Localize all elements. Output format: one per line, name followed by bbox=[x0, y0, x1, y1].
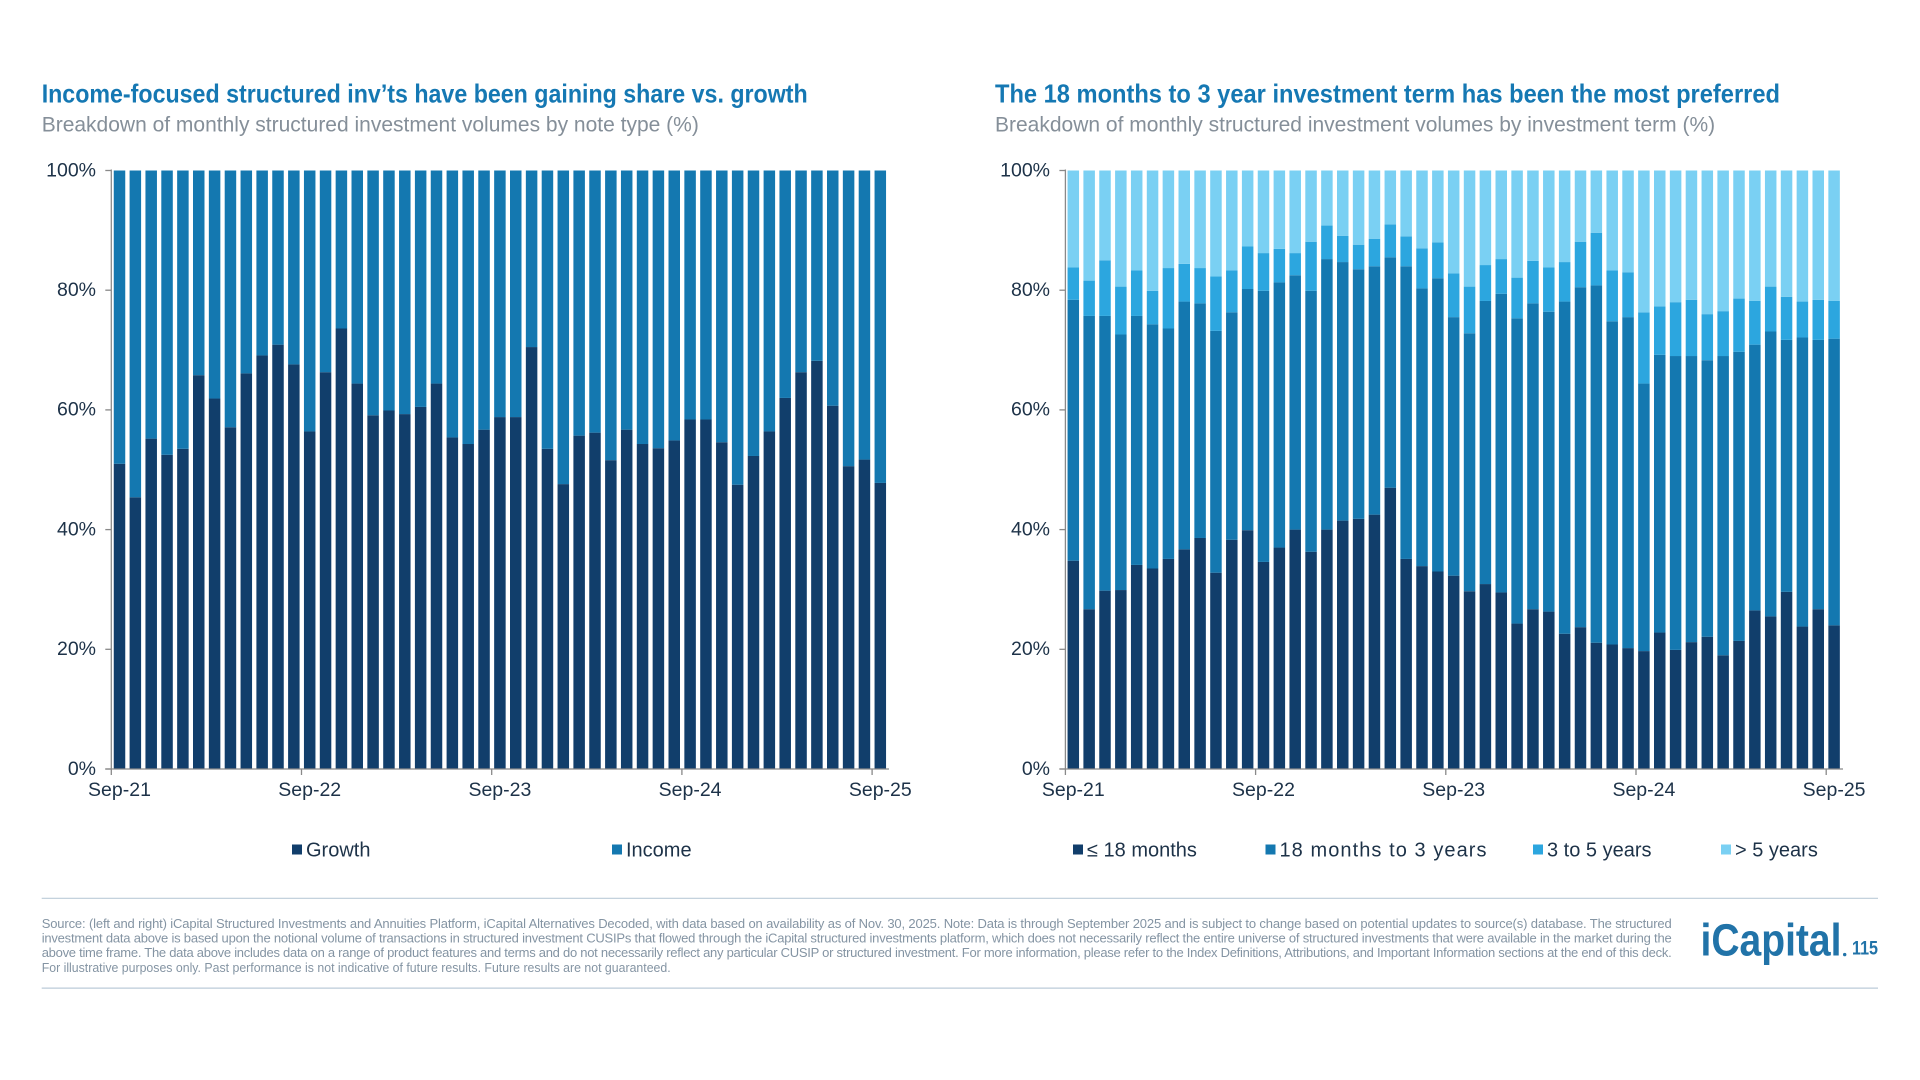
svg-text:Growth: Growth bbox=[306, 840, 370, 862]
svg-text:18 months to 3 years: 18 months to 3 years bbox=[1280, 840, 1487, 862]
svg-text:Sep-24: Sep-24 bbox=[1612, 779, 1675, 801]
svg-text:100%: 100% bbox=[1000, 159, 1050, 181]
svg-text:20%: 20% bbox=[1011, 638, 1050, 660]
svg-text:Sep-23: Sep-23 bbox=[468, 779, 531, 801]
svg-text:Source: (left and right) iCapi: Source: (left and right) iCapital Struct… bbox=[42, 916, 1672, 931]
svg-text:above time frame. The data abo: above time frame. The data above include… bbox=[42, 945, 1672, 960]
svg-text:Breakdown of monthly structure: Breakdown of monthly structured investme… bbox=[995, 114, 1715, 137]
svg-text:20%: 20% bbox=[57, 638, 96, 660]
svg-text:Sep-25: Sep-25 bbox=[1803, 779, 1866, 801]
svg-text:3 to 5 years: 3 to 5 years bbox=[1547, 840, 1652, 862]
svg-text:> 5 years: > 5 years bbox=[1735, 840, 1818, 862]
svg-text:80%: 80% bbox=[57, 279, 96, 301]
svg-text:Sep-22: Sep-22 bbox=[278, 779, 341, 801]
svg-text:0%: 0% bbox=[1022, 758, 1050, 780]
svg-text:0%: 0% bbox=[68, 758, 96, 780]
svg-text:80%: 80% bbox=[1011, 279, 1050, 301]
svg-text:Income: Income bbox=[626, 840, 692, 862]
svg-text:Sep-21: Sep-21 bbox=[1042, 779, 1105, 801]
svg-text:≤ 18 months: ≤ 18 months bbox=[1087, 840, 1197, 862]
svg-text:Sep-23: Sep-23 bbox=[1422, 779, 1485, 801]
svg-text:115: 115 bbox=[1852, 939, 1878, 960]
svg-text:Sep-25: Sep-25 bbox=[849, 779, 912, 801]
svg-text:For illustrative purposes only: For illustrative purposes only. Past per… bbox=[42, 960, 671, 975]
svg-text:Sep-21: Sep-21 bbox=[88, 779, 151, 801]
svg-text:40%: 40% bbox=[57, 518, 96, 540]
svg-text:Income-focused structured inv’: Income-focused structured inv’ts have be… bbox=[42, 79, 808, 109]
svg-text:60%: 60% bbox=[57, 399, 96, 421]
svg-text:investment data above is based: investment data above is based upon the … bbox=[42, 931, 1672, 946]
svg-text:40%: 40% bbox=[1011, 518, 1050, 540]
svg-text:Sep-24: Sep-24 bbox=[659, 779, 722, 801]
svg-text:60%: 60% bbox=[1011, 399, 1050, 421]
svg-text:100%: 100% bbox=[46, 159, 96, 181]
svg-text:iCapital: iCapital bbox=[1701, 915, 1842, 966]
svg-text:Sep-22: Sep-22 bbox=[1232, 779, 1295, 801]
svg-text:Breakdown of monthly structure: Breakdown of monthly structured investme… bbox=[42, 114, 699, 137]
svg-text:The 18 months to 3 year invest: The 18 months to 3 year investment term … bbox=[995, 79, 1780, 109]
